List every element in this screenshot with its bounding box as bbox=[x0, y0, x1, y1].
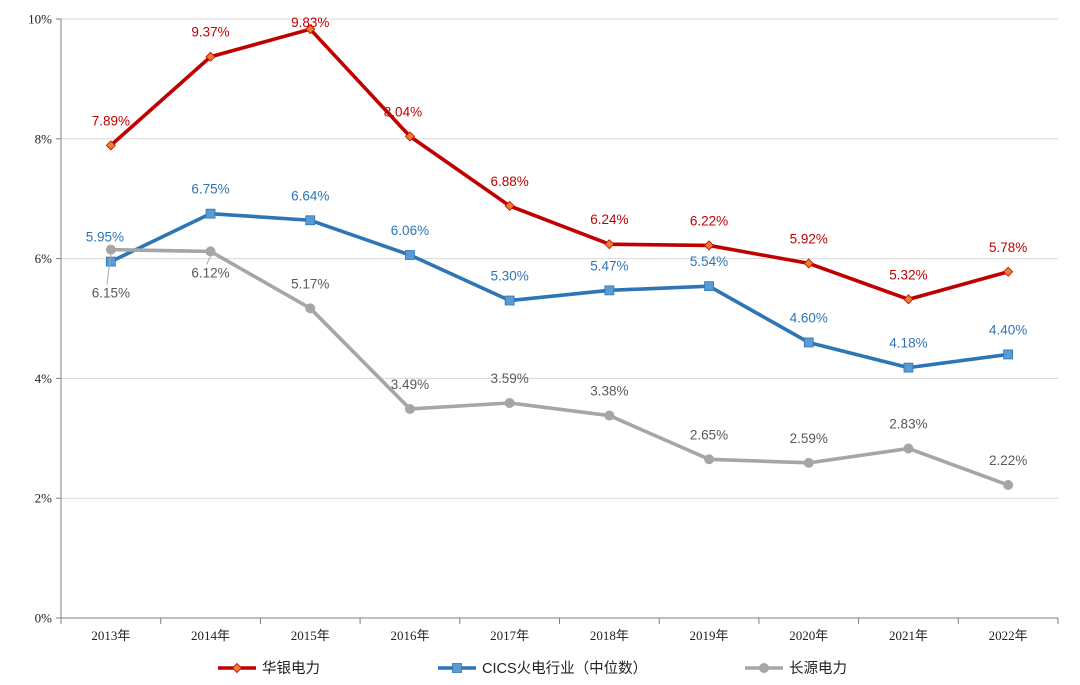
diamond-marker bbox=[205, 51, 216, 62]
square-marker bbox=[1003, 349, 1014, 360]
data-label: 6.15% bbox=[92, 286, 130, 301]
data-label: 3.59% bbox=[491, 371, 529, 386]
square-marker bbox=[205, 208, 216, 219]
data-label: 4.40% bbox=[989, 322, 1027, 337]
data-label: 6.75% bbox=[191, 182, 229, 197]
data-label: 8.04% bbox=[384, 104, 422, 119]
x-tick-label: 2015年 bbox=[291, 628, 330, 643]
circle-marker bbox=[1003, 480, 1014, 491]
series-line bbox=[109, 27, 1009, 302]
data-label: 6.22% bbox=[690, 213, 728, 228]
data-label: 6.06% bbox=[391, 223, 429, 238]
y-tick-label: 4% bbox=[35, 371, 53, 386]
diamond-marker bbox=[604, 239, 615, 250]
square-marker bbox=[105, 256, 116, 267]
series-line bbox=[110, 211, 1009, 370]
data-label: 5.54% bbox=[690, 254, 728, 269]
legend: 华银电力 CICS火电行业（中位数） 长源电力 bbox=[218, 660, 847, 677]
y-tick-label: 10% bbox=[28, 12, 52, 27]
data-label: 5.32% bbox=[889, 267, 927, 282]
data-label: 6.12% bbox=[191, 265, 229, 280]
series-line bbox=[110, 247, 1009, 487]
square-marker bbox=[452, 663, 462, 673]
data-label: 2.65% bbox=[690, 427, 728, 442]
x-tick-label: 2020年 bbox=[789, 628, 828, 643]
square-marker bbox=[604, 285, 615, 296]
diamond-marker bbox=[703, 240, 715, 251]
axes bbox=[56, 18, 1059, 624]
legend-label: CICS火电行业（中位数） bbox=[482, 660, 647, 677]
data-label: 6.24% bbox=[590, 212, 628, 227]
y-tick-label: 8% bbox=[35, 131, 53, 146]
x-tick-label: 2022年 bbox=[989, 628, 1028, 643]
data-labels: 7.89% 9.37% 9.83% 8.04% 6.88% 6.24% 6.22% 5.92%… bbox=[86, 15, 1028, 468]
diamond-marker bbox=[1003, 266, 1014, 277]
square-marker bbox=[903, 362, 914, 373]
diamond-marker bbox=[803, 258, 814, 269]
data-label: 9.37% bbox=[191, 25, 229, 40]
circle-marker bbox=[604, 410, 615, 421]
gridlines bbox=[61, 18, 1058, 499]
data-label: 2.22% bbox=[989, 453, 1027, 468]
y-axis-ticks: 0% 2% 4% 6% 8% 10% bbox=[28, 12, 52, 626]
legend-label: 华银电力 bbox=[262, 660, 320, 677]
circle-marker bbox=[404, 403, 415, 414]
square-marker bbox=[504, 295, 515, 306]
leader-line bbox=[106, 254, 112, 285]
data-label: 5.47% bbox=[590, 258, 628, 273]
x-tick-label: 2014年 bbox=[191, 628, 230, 643]
data-label: 4.18% bbox=[889, 336, 927, 351]
data-label: 6.64% bbox=[291, 188, 329, 203]
y-tick-label: 2% bbox=[35, 491, 53, 506]
x-tick-label: 2016年 bbox=[390, 628, 429, 643]
circle-marker bbox=[759, 663, 769, 673]
series-markers bbox=[105, 24, 1014, 491]
square-marker bbox=[405, 250, 415, 260]
circle-marker bbox=[105, 244, 116, 255]
series-lines bbox=[109, 27, 1009, 487]
circle-marker bbox=[205, 246, 216, 257]
data-label: 4.60% bbox=[790, 310, 828, 325]
x-tick-label: 2013年 bbox=[91, 628, 130, 643]
circle-marker bbox=[803, 457, 814, 468]
diamond-marker bbox=[504, 200, 515, 211]
x-tick-label: 2018年 bbox=[590, 628, 629, 643]
diamond-marker bbox=[903, 294, 914, 305]
x-tick-label: 2019年 bbox=[690, 628, 729, 643]
diamond-marker bbox=[105, 140, 116, 151]
data-label: 5.95% bbox=[86, 230, 124, 245]
diamond-marker bbox=[404, 131, 416, 142]
diamond-marker bbox=[231, 662, 243, 674]
data-label: 9.83% bbox=[291, 15, 329, 30]
data-label: 5.92% bbox=[790, 231, 828, 246]
square-marker bbox=[803, 337, 814, 348]
data-label: 6.88% bbox=[491, 174, 529, 189]
data-label: 3.38% bbox=[590, 384, 628, 399]
data-label: 5.17% bbox=[291, 276, 329, 291]
circle-marker bbox=[903, 443, 914, 454]
x-tick-label: 2017年 bbox=[490, 628, 529, 643]
circle-marker bbox=[305, 303, 316, 314]
data-label: 2.83% bbox=[889, 416, 927, 431]
y-tick-label: 6% bbox=[35, 251, 53, 266]
data-label: 5.30% bbox=[491, 269, 529, 284]
circle-marker bbox=[504, 397, 515, 408]
data-label: 5.78% bbox=[989, 240, 1027, 255]
x-axis-ticks: 2013年 2014年 2015年 2016年 2017年 2018年 2019年 2020年… bbox=[91, 628, 1027, 643]
square-marker bbox=[704, 281, 714, 292]
y-tick-label: 0% bbox=[35, 611, 53, 626]
data-label: 7.89% bbox=[92, 113, 130, 128]
square-marker bbox=[305, 215, 316, 226]
label-leader-lines bbox=[106, 254, 211, 285]
legend-label: 长源电力 bbox=[789, 660, 847, 677]
circle-marker bbox=[704, 454, 715, 465]
leader-line bbox=[206, 256, 211, 265]
data-label: 3.49% bbox=[391, 377, 429, 392]
x-tick-label: 2021年 bbox=[889, 628, 928, 643]
diamond-marker bbox=[305, 24, 316, 35]
data-label: 2.59% bbox=[790, 431, 828, 446]
